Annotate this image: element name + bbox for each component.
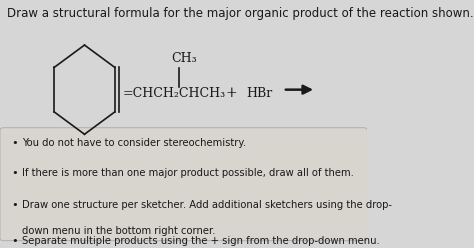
Text: •: •	[11, 168, 18, 178]
FancyBboxPatch shape	[0, 128, 367, 241]
Text: You do not have to consider stereochemistry.: You do not have to consider stereochemis…	[22, 138, 246, 148]
Text: Draw a structural formula for the major organic product of the reaction shown.: Draw a structural formula for the major …	[8, 7, 474, 20]
Text: •: •	[11, 236, 18, 246]
Bar	[0, 0, 367, 130]
Text: down menu in the bottom right corner.: down menu in the bottom right corner.	[22, 226, 216, 236]
Text: •: •	[11, 200, 18, 210]
Text: HBr: HBr	[246, 87, 273, 100]
Text: If there is more than one major product possible, draw all of them.: If there is more than one major product …	[22, 168, 354, 178]
Text: +: +	[226, 86, 237, 100]
Text: Draw one structure per sketcher. Add additional sketchers using the drop-: Draw one structure per sketcher. Add add…	[22, 200, 392, 210]
Text: Separate multiple products using the + sign from the drop-down menu.: Separate multiple products using the + s…	[22, 236, 380, 246]
Text: =CHCH₂CHCH₃: =CHCH₂CHCH₃	[123, 87, 226, 100]
Text: •: •	[11, 138, 18, 148]
Text: CH₃: CH₃	[171, 52, 196, 65]
